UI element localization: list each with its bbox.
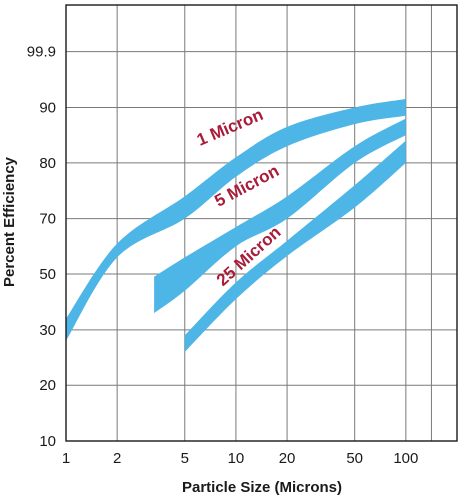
y-tick-label: 70 [39, 211, 56, 228]
y-tick-label: 30 [39, 322, 56, 339]
y-tick-label: 10 [39, 433, 56, 450]
y-tick-label: 50 [39, 266, 56, 283]
x-tick-labels: 1 2 5 10 20 50 100 [62, 450, 419, 467]
efficiency-bands [66, 99, 406, 352]
x-tick-label: 50 [346, 450, 363, 467]
x-tick-label: 2 [113, 450, 121, 467]
x-tick-label: 100 [393, 450, 418, 467]
y-tick-label: 80 [39, 155, 56, 172]
band-5-micron [154, 118, 406, 314]
x-tick-label: 20 [279, 450, 296, 467]
x-tick-label: 5 [181, 450, 189, 467]
y-tick-labels: 10 20 30 50 70 80 90 99.9 [27, 44, 56, 450]
band-label-1-micron: 1 Micron [194, 105, 266, 150]
y-tick-label: 99.9 [27, 44, 56, 61]
y-axis-title: Percent Efficiency [1, 156, 18, 287]
band-25-micron [184, 140, 406, 352]
x-tick-label: 1 [62, 450, 70, 467]
y-tick-label: 90 [39, 99, 56, 116]
x-tick-label: 10 [228, 450, 245, 467]
x-axis-title: Particle Size (Microns) [182, 479, 342, 496]
plot-frame [65, 4, 458, 442]
y-tick-label: 20 [39, 377, 56, 394]
